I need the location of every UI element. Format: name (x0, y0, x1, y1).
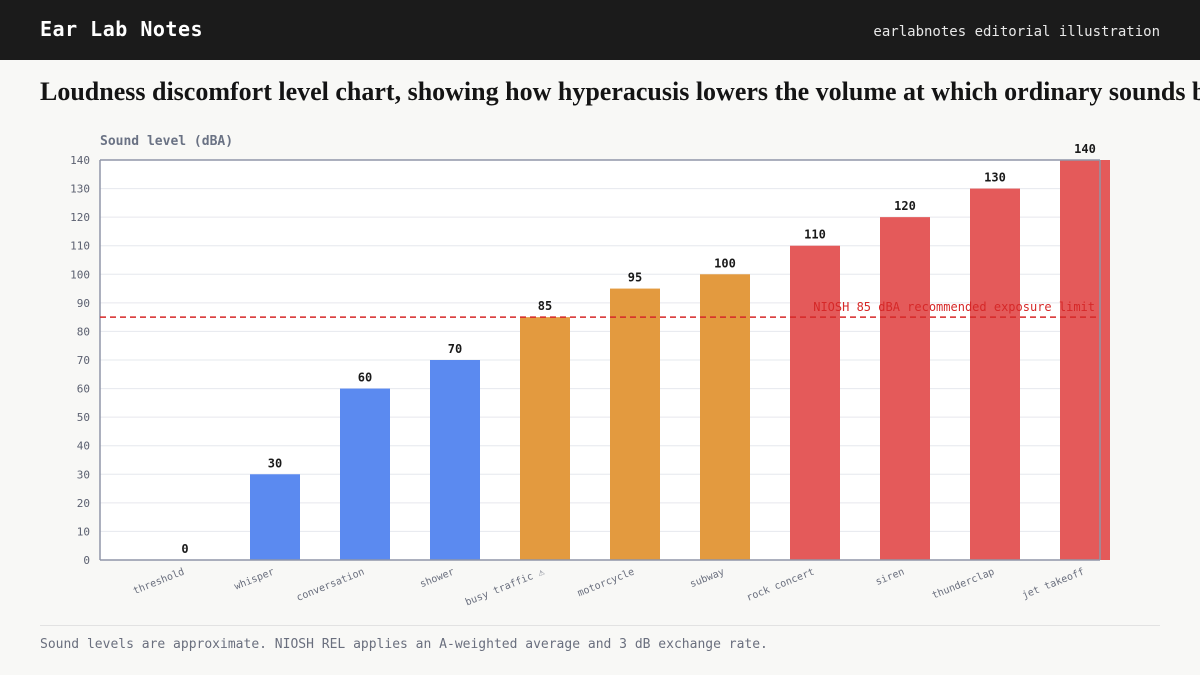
y-tick-label: 30 (77, 468, 90, 481)
x-tick-label: subway (689, 567, 727, 591)
y-tick-label: 70 (77, 354, 90, 367)
y-tick-label: 10 (77, 525, 90, 538)
x-tick-label: whisper (233, 567, 276, 593)
data-label: 30 (268, 456, 282, 470)
data-label: 85 (538, 299, 552, 313)
bar (250, 474, 300, 560)
data-label: 100 (714, 256, 736, 270)
bar (520, 317, 570, 560)
x-tick-label: siren (874, 567, 906, 588)
x-tick-label: shower (419, 567, 457, 591)
data-label: 95 (628, 271, 642, 285)
data-label: 110 (804, 228, 826, 242)
bar (970, 188, 1020, 561)
data-label: 70 (448, 342, 462, 356)
bar (880, 217, 930, 560)
x-tick-label: thunderclap (931, 567, 997, 602)
y-tick-label: 120 (70, 211, 90, 224)
x-tick-label: motorcycle (576, 567, 636, 600)
bar (700, 274, 750, 560)
y-tick-label: 50 (77, 411, 90, 424)
x-tick-label: conversation (295, 567, 366, 604)
y-tick-label: 40 (77, 440, 90, 453)
y-tick-label: 130 (70, 183, 90, 196)
top-bar: Ear Lab Notes earlabnotes editorial illu… (0, 0, 1200, 60)
x-tick-label: busy traffic ⚠ (464, 566, 547, 608)
x-tick-label: jet takeoff (1021, 567, 1087, 602)
data-label: 140 (1074, 142, 1096, 156)
footnote: Sound levels are approximate. NIOSH REL … (40, 637, 768, 652)
footer-divider (40, 625, 1160, 626)
y-tick-label: 0 (83, 554, 90, 567)
y-tick-label: 60 (77, 383, 90, 396)
bar (430, 360, 480, 560)
bar (340, 388, 390, 560)
brand-name: Ear Lab Notes (40, 17, 204, 41)
data-label: 120 (894, 199, 916, 213)
bar (1060, 160, 1110, 560)
y-tick-label: 20 (77, 497, 90, 510)
bar (610, 288, 660, 560)
brand-tagline: earlabnotes editorial illustration (873, 24, 1160, 40)
data-label: 0 (181, 542, 188, 556)
y-axis-label: Sound level (dBA) (100, 134, 233, 149)
bar (790, 245, 840, 560)
x-tick-label: rock concert (745, 567, 816, 604)
y-tick-label: 140 (70, 154, 90, 167)
x-tick-label: threshold (132, 567, 186, 597)
bar-chart: 0 10 20 30 40 50 60 70 80 90 100 110 120 130 140 Sound … (70, 134, 1110, 608)
data-label: 130 (984, 171, 1006, 185)
data-label: 60 (358, 371, 372, 385)
reference-line-label: NIOSH 85 dBA recommended exposure limit (813, 300, 1095, 314)
y-tick-label: 100 (70, 268, 90, 281)
y-tick-label: 110 (70, 240, 90, 253)
page-title: Loudness discomfort level chart, showing… (40, 77, 1200, 106)
y-tick-label: 80 (77, 325, 90, 338)
y-tick-label: 90 (77, 297, 90, 310)
